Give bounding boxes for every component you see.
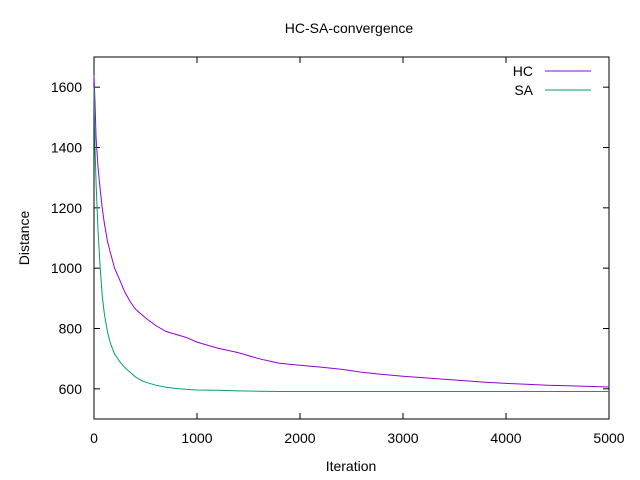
plot-frame [93,56,610,420]
x-axis: 0 1000 2000 3000 4000 5000 [90,57,625,446]
legend-label-hc: HC [513,63,533,79]
y-tick-label: 600 [59,381,83,397]
y-tick-label: 1600 [51,79,82,95]
y-axis: 600 800 1000 1200 1400 1600 [51,79,609,397]
x-tick-label: 5000 [593,430,624,446]
y-axis-title: Distance [16,211,32,266]
legend-label-sa: SA [514,82,533,98]
series-layer [93,75,610,392]
y-tick-label: 1200 [51,200,82,216]
series-line-hc [93,75,610,388]
x-axis-title: Iteration [326,458,377,474]
x-tick-label: 4000 [490,430,521,446]
y-tick-label: 800 [59,321,83,337]
x-tick-label: 2000 [284,430,315,446]
x-tick-label: 1000 [181,430,212,446]
legend: HC SA [513,63,591,98]
x-tick-label: 3000 [387,430,418,446]
x-tick-label: 0 [90,430,98,446]
y-tick-label: 1400 [51,140,82,156]
y-tick-label: 1000 [51,260,82,276]
series-line-sa [93,87,609,392]
chart-title: HC-SA-convergence [285,20,414,36]
